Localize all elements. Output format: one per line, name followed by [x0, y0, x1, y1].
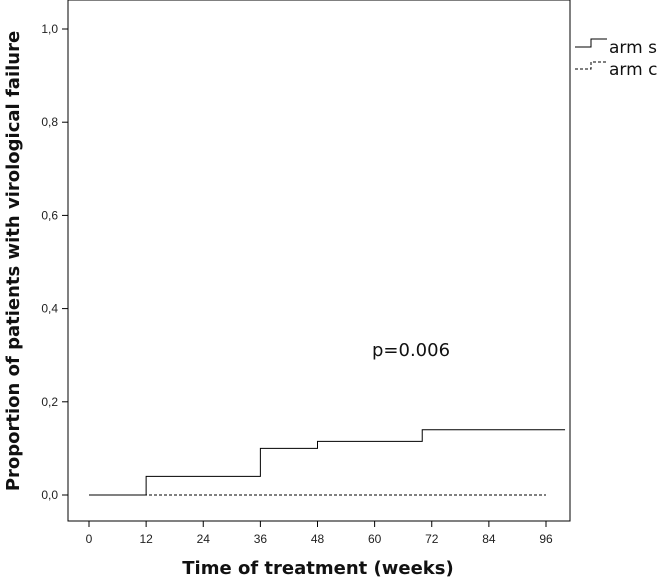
series-layer [89, 429, 566, 496]
y-tick-label: 0,6 [41, 208, 58, 222]
x-tick-label: 96 [539, 532, 553, 546]
y-tick-label: 0,0 [41, 488, 58, 502]
x-tick-label: 60 [368, 532, 382, 546]
x-tick-label: 84 [482, 532, 496, 546]
x-tick-label: 72 [425, 532, 439, 546]
series-line-arm-s [89, 429, 566, 496]
legend: arm s arm c [575, 38, 657, 80]
x-tick-label: 48 [311, 532, 325, 546]
y-axis-title: Proportion of patients with virological … [3, 31, 24, 491]
y-tick-label: 0,2 [41, 395, 58, 409]
x-tick-label: 12 [139, 532, 153, 546]
legend-label-arm-s: arm s [609, 38, 657, 58]
x-axis-title: Time of treatment (weeks) [182, 558, 453, 579]
legend-swatch-arm-s [575, 38, 607, 48]
y-tick-label: 0,8 [41, 115, 58, 129]
y-tick-label: 0,4 [41, 302, 58, 316]
x-tick-label: 36 [254, 532, 268, 546]
legend-label-arm-c: arm c [609, 60, 657, 80]
x-tick-label: 0 [86, 532, 93, 546]
y-axis: 0,0 0,2 0,4 0,6 0,8 1,0 [41, 22, 68, 502]
p-value-annotation: p=0.006 [372, 340, 450, 361]
y-tick-label: 1,0 [41, 22, 58, 36]
x-tick-label: 24 [197, 532, 211, 546]
legend-swatch-arm-c [575, 61, 607, 70]
plot-frame [67, 0, 571, 522]
x-axis: 0 12 24 36 48 60 72 84 96 [86, 521, 553, 546]
